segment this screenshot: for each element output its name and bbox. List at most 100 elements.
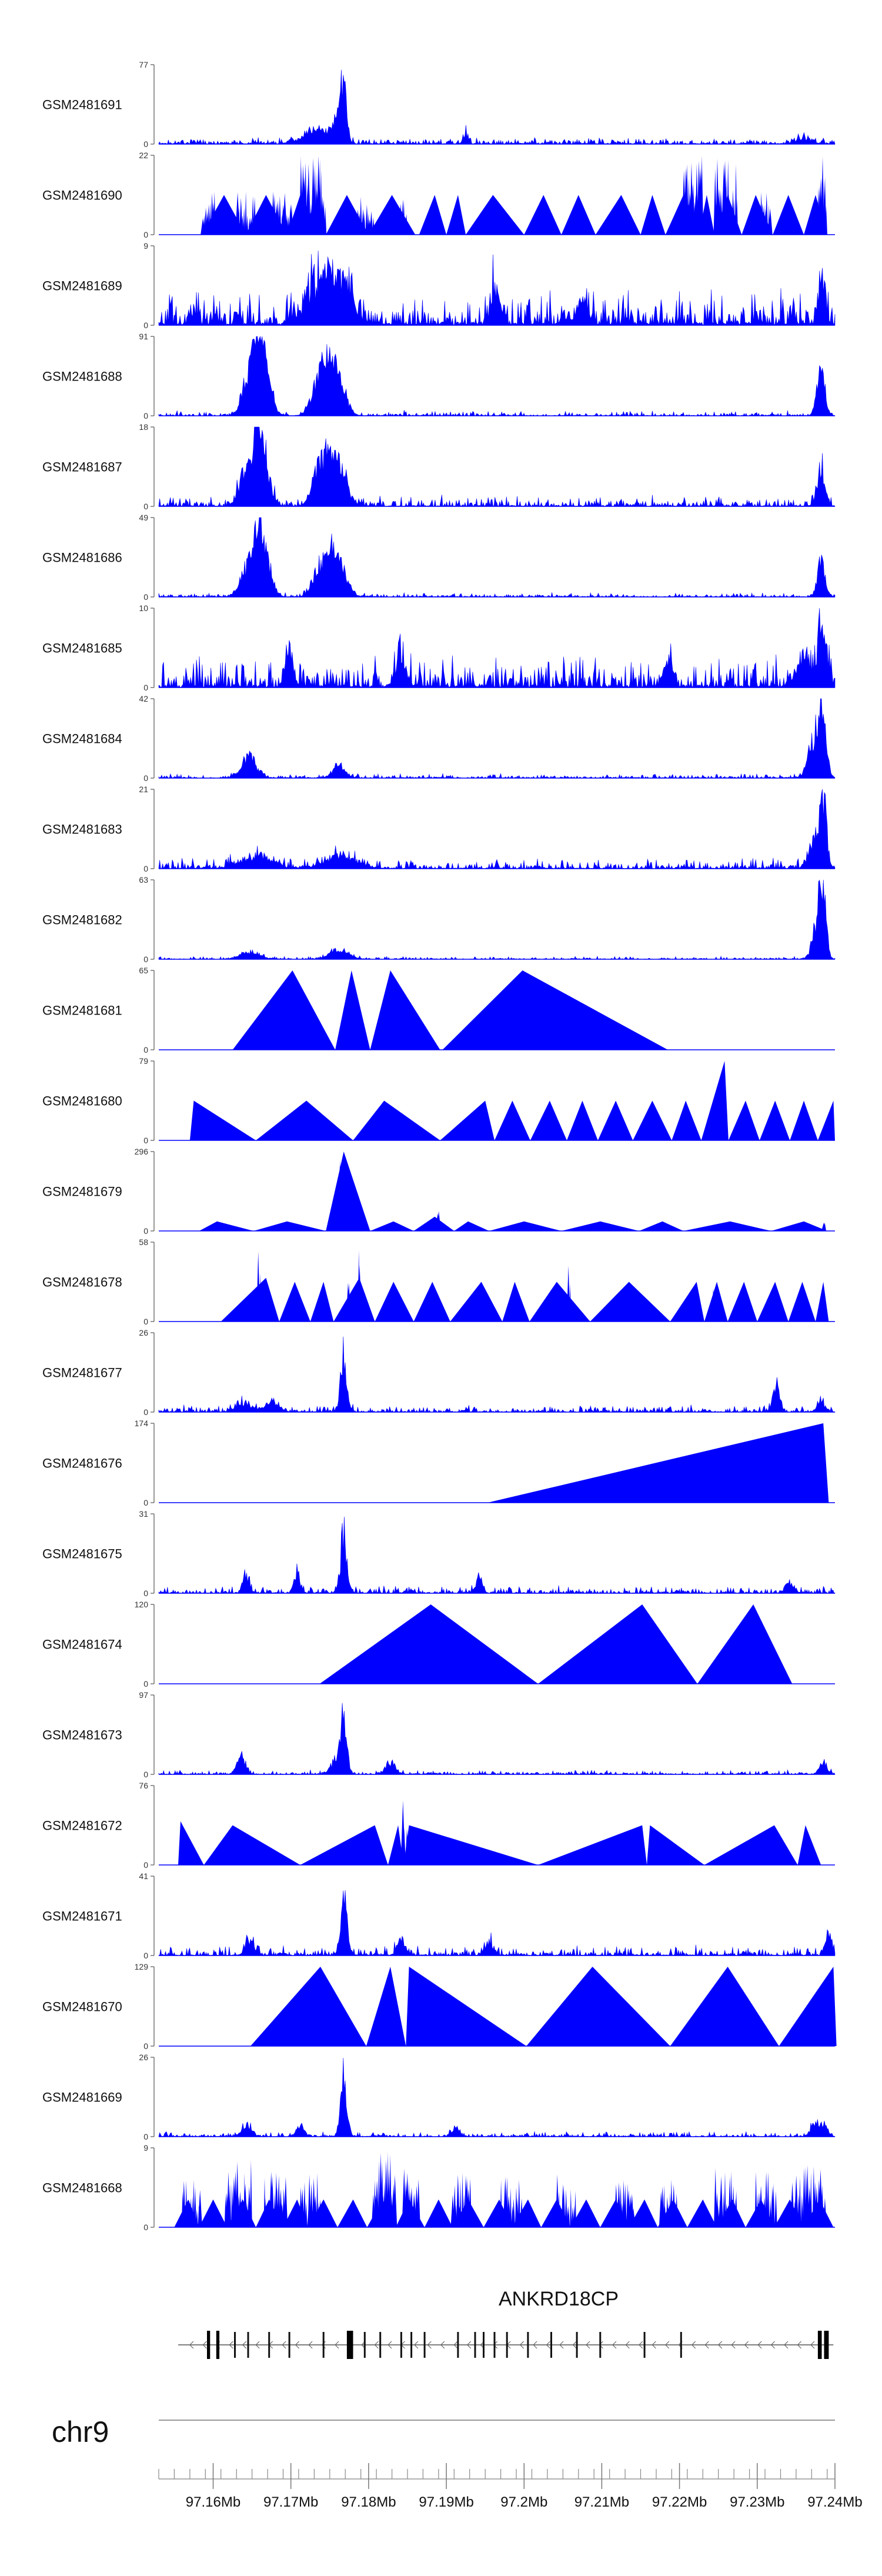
coverage-spike <box>341 1183 345 1231</box>
track-label: GSM2481681 <box>42 1003 122 1018</box>
coverage-spike <box>567 2205 570 2227</box>
coverage-spike <box>303 2182 306 2227</box>
axis-tick-label: 97.24Mb <box>807 2494 862 2510</box>
coverage-segment <box>319 1604 539 1684</box>
coverage-track: GSM2481677 26 0 <box>42 1328 836 1417</box>
y-min-label: 0 <box>143 502 148 511</box>
coverage-spike <box>259 1273 262 1322</box>
y-max-label: 18 <box>139 422 148 432</box>
coverage-segment <box>538 1825 647 1865</box>
gene-exon <box>322 2332 325 2358</box>
coverage-segment <box>450 1282 503 1322</box>
coverage-segment <box>670 1282 704 1322</box>
gene-exon <box>817 2331 822 2359</box>
coverage-spike <box>436 1211 441 1231</box>
coverage-segment <box>728 1100 760 1140</box>
coverage-spike <box>305 2201 308 2227</box>
strand-arrow <box>784 2341 789 2349</box>
coverage-segment <box>406 1967 527 2046</box>
coverage-spike <box>810 2173 812 2227</box>
coverage-spike <box>308 190 311 235</box>
y-min-label: 0 <box>143 1407 148 1417</box>
gene-exon <box>207 2331 211 2359</box>
coverage-spike <box>245 191 247 235</box>
coverage-spike <box>358 1265 362 1322</box>
coverage-segment <box>797 1825 821 1865</box>
coverage-segment <box>440 1100 495 1140</box>
coverage-segment <box>387 1825 404 1865</box>
strand-arrow <box>466 2341 472 2349</box>
coverage-spike <box>623 2184 627 2227</box>
coverage-track: GSM2481670 129 0 <box>42 1962 837 2051</box>
track-label: GSM2481679 <box>42 1184 122 1199</box>
axis-tick-label: 97.18Mb <box>341 2494 396 2510</box>
y-max-label: 63 <box>139 875 148 885</box>
coverage-spike <box>757 216 760 235</box>
coverage-spike <box>369 211 373 235</box>
coverage-segment <box>413 1216 455 1231</box>
coverage-spike <box>670 2180 673 2227</box>
coverage-segment <box>487 1423 829 1503</box>
coverage-segment <box>529 1282 590 1322</box>
axis-tick-label: 97.2Mb <box>500 2494 547 2510</box>
gene-exon <box>216 2331 220 2359</box>
coverage-segment <box>413 1282 450 1322</box>
coverage-track: GSM2481679 296 0 <box>42 1147 835 1236</box>
coverage-spike <box>520 2198 523 2227</box>
strand-arrow <box>717 2341 723 2349</box>
coverage-segment <box>310 1282 334 1322</box>
coverage-segment <box>561 195 596 235</box>
coverage-spike <box>405 213 409 235</box>
coverage-spike <box>240 2197 244 2227</box>
coverage-track: GSM2481678 58 0 <box>42 1237 835 1326</box>
coverage-track: GSM2481682 63 0 <box>42 875 836 964</box>
coverage-spike <box>246 215 249 235</box>
coverage-area <box>158 789 836 869</box>
coverage-spike <box>290 203 293 235</box>
coverage-spike <box>459 2180 462 2227</box>
y-min-label: 0 <box>143 592 148 602</box>
track-label: GSM2481675 <box>42 1547 122 1561</box>
coverage-spike <box>724 2172 726 2227</box>
coverage-segment <box>524 195 562 235</box>
y-min-label: 0 <box>143 1226 148 1236</box>
coverage-segment <box>220 1277 279 1322</box>
coverage-spike <box>191 2195 193 2227</box>
y-min-label: 0 <box>143 2223 148 2232</box>
track-label: GSM2481676 <box>42 1456 122 1471</box>
coverage-segment <box>466 195 524 235</box>
track-label: GSM2481673 <box>42 1728 122 1743</box>
y-max-label: 21 <box>139 785 148 794</box>
y-max-label: 65 <box>139 966 148 975</box>
coverage-track: GSM2481689 9 0 <box>42 241 836 330</box>
track-label: GSM2481689 <box>42 279 122 293</box>
coverage-segment <box>687 2199 717 2227</box>
strand-arrow <box>440 2341 445 2349</box>
coverage-segment <box>816 1282 829 1322</box>
coverage-spike <box>324 206 327 235</box>
y-max-label: 9 <box>143 241 148 251</box>
coverage-spike <box>676 2208 680 2227</box>
gene-exon <box>247 2332 249 2358</box>
coverage-segment <box>773 195 804 235</box>
coverage-segment <box>595 195 641 235</box>
coverage-spike <box>564 2189 567 2227</box>
coverage-segment <box>759 1100 790 1140</box>
coverage-spike <box>394 208 398 235</box>
coverage-area <box>158 426 836 507</box>
coverage-segment <box>232 970 336 1050</box>
gene-exon <box>599 2332 602 2358</box>
strand-arrow <box>757 2341 762 2349</box>
coverage-segment <box>567 1100 598 1140</box>
coverage-segment <box>300 1825 388 1865</box>
coverage-track: GSM2481676 174 0 <box>42 1419 835 1507</box>
coverage-track: GSM2481686 49 0 <box>42 513 836 602</box>
axis-tick-label: 97.16Mb <box>186 2494 240 2510</box>
strand-arrow <box>810 2341 815 2349</box>
y-min-label: 0 <box>143 1589 148 1598</box>
coverage-segment <box>250 1967 366 2046</box>
strand-arrow <box>533 2341 537 2349</box>
y-max-label: 22 <box>139 151 148 160</box>
y-min-label: 0 <box>143 2041 148 2051</box>
gene-name: ANKRD18CP <box>499 2288 619 2310</box>
